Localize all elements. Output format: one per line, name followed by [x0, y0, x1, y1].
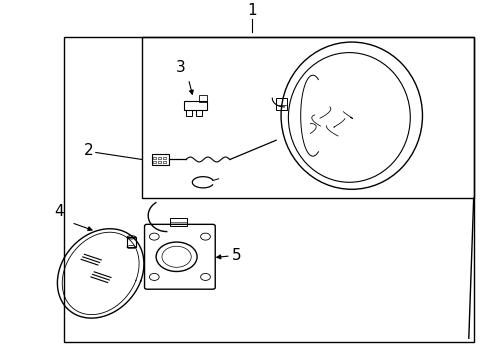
- Text: 2: 2: [83, 143, 93, 158]
- Bar: [64, 37, 473, 342]
- Bar: [199, 95, 206, 102]
- Bar: [183, 100, 206, 111]
- Bar: [142, 37, 473, 198]
- Text: 4: 4: [54, 204, 64, 219]
- Bar: [162, 161, 165, 163]
- Text: 1: 1: [246, 3, 256, 18]
- Bar: [195, 111, 201, 116]
- Text: 5: 5: [232, 248, 242, 264]
- Bar: [153, 161, 156, 163]
- Text: 3: 3: [176, 60, 185, 75]
- Bar: [152, 154, 168, 165]
- Bar: [185, 111, 191, 116]
- Bar: [170, 219, 187, 226]
- Bar: [158, 161, 161, 163]
- Bar: [127, 237, 136, 247]
- Bar: [158, 157, 161, 159]
- Bar: [276, 98, 286, 111]
- Bar: [153, 157, 156, 159]
- Bar: [162, 157, 165, 159]
